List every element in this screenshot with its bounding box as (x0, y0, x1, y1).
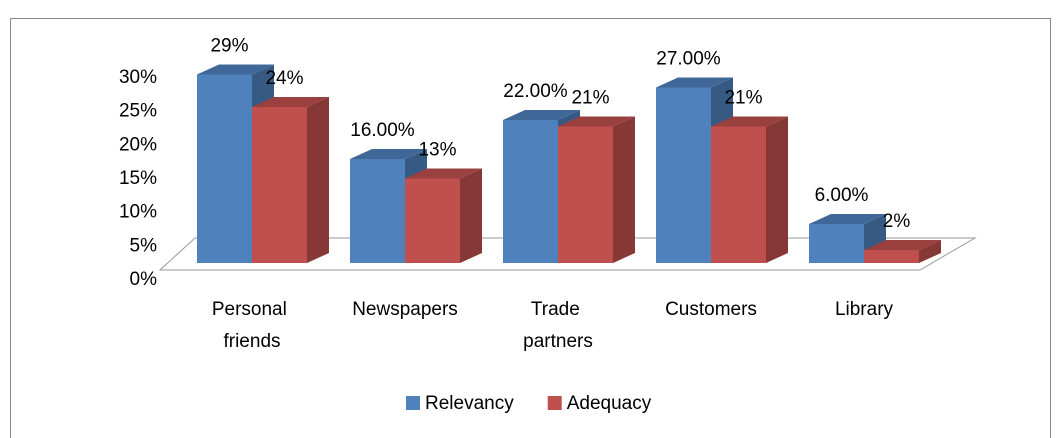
legend-swatch (547, 396, 562, 410)
x-tick-label: Newspapers (352, 299, 458, 320)
bar-top (350, 149, 427, 159)
bar-side (613, 116, 635, 263)
bar-top (558, 116, 635, 127)
bar (197, 74, 252, 263)
legend-label: Adequacy (567, 393, 652, 414)
x-tick-label: Customers (665, 299, 757, 320)
data-label: 21% (724, 88, 762, 109)
data-label: 22.00% (503, 81, 568, 102)
bar-top (809, 214, 886, 224)
floor (158, 237, 977, 271)
bar-top (864, 240, 941, 250)
bar-side (919, 240, 941, 263)
bar (558, 126, 613, 263)
legend-swatch (406, 396, 420, 410)
legend-label: Relevancy (425, 393, 514, 414)
y-tick-label: 30% (119, 67, 157, 88)
y-tick-label: 20% (119, 134, 157, 155)
bar-top (252, 97, 329, 107)
x-tick-label: Trade partners (523, 299, 593, 352)
data-label: 6.00% (815, 185, 869, 206)
data-label: 13% (418, 140, 456, 161)
bar-top (197, 64, 274, 75)
x-tick-label: Library (835, 299, 894, 320)
bar-top (656, 77, 733, 88)
bar (864, 250, 919, 263)
bar (252, 107, 307, 263)
bar (711, 126, 766, 263)
bar-side (766, 116, 788, 263)
y-tick-label: 10% (119, 202, 157, 223)
bar-top (503, 110, 580, 120)
data-label: 21% (571, 88, 609, 109)
data-label: 2% (883, 211, 911, 232)
bar (503, 120, 558, 263)
y-tick-label: 0% (130, 269, 158, 290)
bar-side (307, 97, 329, 263)
y-tick-label: 5% (130, 235, 158, 256)
chart-frame (10, 18, 1051, 438)
bar (809, 224, 864, 263)
y-tick-label: 25% (119, 101, 157, 122)
bar (405, 178, 460, 263)
bar-side (460, 168, 482, 263)
bar (656, 87, 711, 263)
data-label: 24% (265, 68, 303, 89)
bar (350, 159, 405, 263)
y-tick-label: 15% (119, 168, 157, 189)
data-label: 16.00% (350, 120, 415, 141)
x-tick-label: Personal friends (212, 299, 292, 352)
bar-top (405, 168, 482, 179)
data-label: 27.00% (656, 49, 721, 70)
data-label: 29% (210, 36, 248, 57)
bar-top (711, 116, 788, 127)
